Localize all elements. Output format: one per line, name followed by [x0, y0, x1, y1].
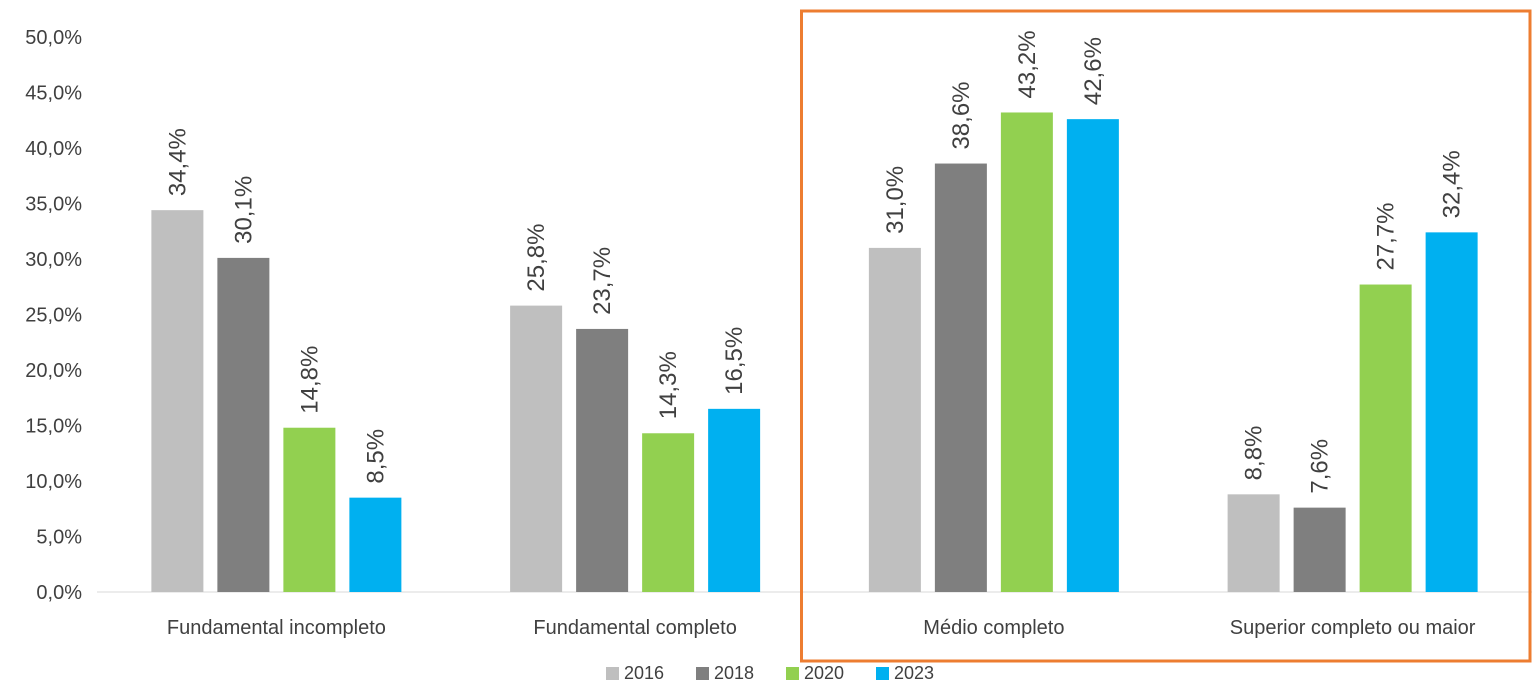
bar-2020	[1000, 112, 1053, 592]
legend-label: 2023	[894, 663, 934, 683]
x-tick-label: Médio completo	[923, 617, 1064, 639]
y-tick-label: 40,0%	[25, 138, 82, 160]
legend-label: 2018	[714, 663, 754, 683]
bar-2023	[349, 497, 402, 592]
bar-2016	[510, 305, 563, 592]
legend: 2016 2018 2020 2023	[606, 663, 934, 683]
x-tick-label: Superior completo ou maior	[1230, 617, 1476, 639]
legend-swatch-2020	[786, 667, 799, 680]
data-label: 38,6%	[948, 81, 975, 149]
x-tick-label: Fundamental completo	[533, 617, 736, 639]
y-tick-label: 25,0%	[25, 305, 82, 327]
bar-2020	[283, 427, 336, 592]
data-label: 30,1%	[230, 176, 257, 244]
y-tick-label: 10,0%	[25, 471, 82, 493]
bar-2020	[1359, 284, 1412, 592]
data-label: 14,8%	[296, 346, 323, 414]
y-tick-label: 5,0%	[36, 527, 82, 549]
data-label: 31,0%	[882, 166, 909, 234]
data-label: 8,5%	[362, 429, 389, 484]
bar-2016	[151, 210, 204, 592]
bar-2016	[868, 247, 921, 592]
data-label: 32,4%	[1439, 150, 1466, 218]
data-label: 23,7%	[589, 247, 616, 315]
data-label: 42,6%	[1080, 37, 1107, 105]
legend-swatch-2018	[696, 667, 709, 680]
legend-swatch-2023	[876, 667, 889, 680]
bar-2023	[1066, 119, 1119, 592]
data-label: 43,2%	[1014, 30, 1041, 98]
y-tick-label: 20,0%	[25, 360, 82, 382]
x-tick-label: Fundamental incompleto	[167, 617, 386, 639]
data-label: 16,5%	[721, 327, 748, 395]
y-tick-label: 30,0%	[25, 249, 82, 271]
y-tick-label: 50,0%	[25, 27, 82, 49]
highlight-box	[800, 9, 1532, 663]
bar-2018	[576, 328, 629, 592]
data-labels: 34,4% 30,1% 14,8% 8,5% 25,8% 23,7% 14,3% 16,5% 3…	[164, 30, 1465, 493]
y-tick-label: 45,0%	[25, 83, 82, 105]
x-axis: Fundamental incompleto Fundamental comple…	[167, 617, 1476, 639]
bar-2020	[642, 433, 695, 592]
bar-2023	[708, 408, 761, 592]
bar-2018	[1293, 507, 1346, 592]
data-label: 25,8%	[523, 224, 550, 292]
y-axis: 0,0% 5,0% 10,0% 15,0% 20,0% 25,0% 30,0% 35,0% 40…	[25, 27, 82, 604]
bar-2023	[1425, 232, 1478, 593]
data-label: 27,7%	[1373, 202, 1400, 270]
bars	[151, 112, 1478, 593]
data-label: 14,3%	[655, 351, 682, 419]
y-tick-label: 35,0%	[25, 194, 82, 216]
bar-2018	[934, 163, 987, 593]
bar-2018	[217, 257, 270, 592]
y-tick-label: 15,0%	[25, 416, 82, 438]
data-label: 7,6%	[1307, 439, 1334, 494]
legend-swatch-2016	[606, 667, 619, 680]
data-label: 34,4%	[164, 128, 191, 196]
legend-label: 2016	[624, 663, 664, 683]
bar-2016	[1227, 494, 1280, 592]
data-label: 8,8%	[1241, 426, 1268, 481]
y-tick-label: 0,0%	[36, 582, 82, 604]
legend-label: 2020	[804, 663, 844, 683]
